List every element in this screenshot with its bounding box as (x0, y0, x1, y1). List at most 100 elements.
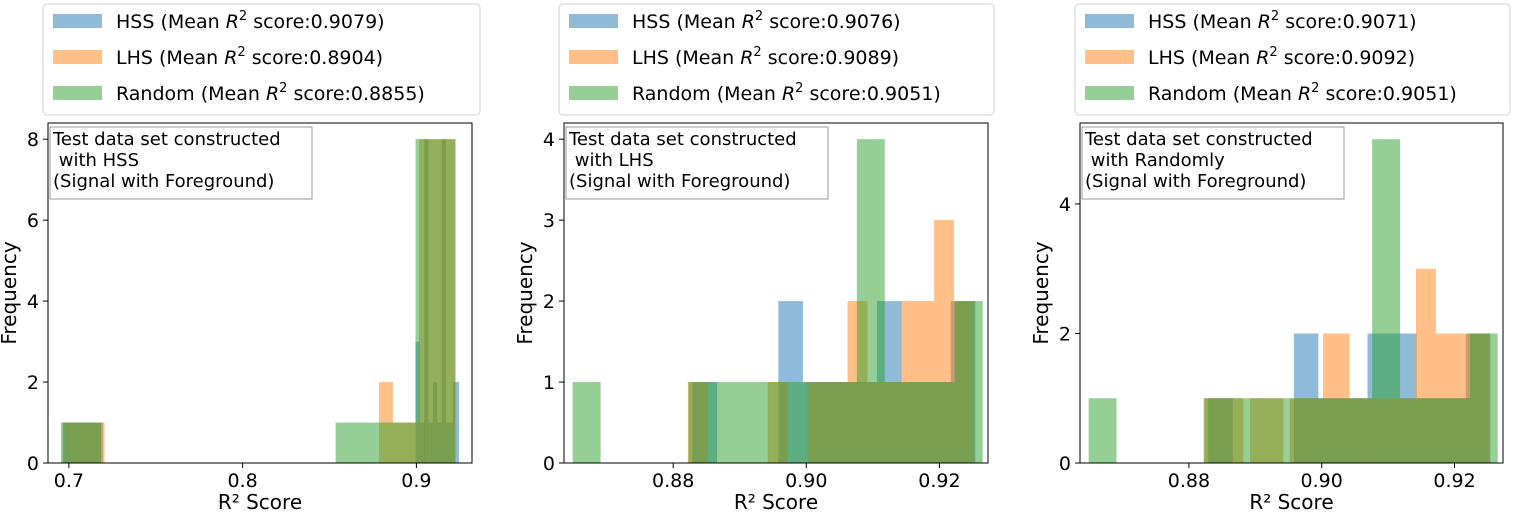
bar-random-7 (954, 301, 983, 463)
legend-text-close: ) (892, 47, 899, 69)
legend: HSS (Mean R2 score:0.9079)LHS (Mean R2 s… (42, 3, 481, 116)
legend-frame (558, 3, 995, 116)
legend-text-close: ) (377, 11, 384, 33)
annotation-line: with HSS (53, 150, 139, 171)
bar-random-3 (1287, 398, 1345, 463)
bar-random-6 (1400, 398, 1470, 463)
y-tick-label: 2 (27, 372, 39, 394)
legend-score-value: 0.8904 (309, 47, 375, 69)
y-tick-label: 8 (27, 129, 39, 151)
x-tick-label: 0.8 (228, 470, 258, 492)
legend-text-sup: 2 (1269, 45, 1277, 60)
legend-text-r: R (1256, 47, 1269, 69)
y-tick-label: 6 (27, 210, 39, 232)
legend-entry-random: Random (Mean R2 score:0.8855) (116, 81, 425, 105)
annotation-line: Test data set constructed (568, 129, 797, 150)
y-tick-label: 4 (1059, 194, 1071, 216)
legend-entry-lhs: LHS (Mean R2 score:0.9092) (1148, 45, 1415, 69)
legend-text-mean: (Mean (1186, 11, 1257, 33)
legend-text-r: R (740, 47, 753, 69)
bars (61, 139, 459, 463)
legend-entry-random: Random (Mean R2 score:0.9051) (632, 81, 941, 105)
legend-text-mean: (Mean (154, 11, 225, 33)
annotation-frame (565, 126, 829, 200)
annotation-line: Test data set constructed (52, 129, 281, 150)
x-tick-label: 0.7 (54, 470, 84, 492)
legend-series-name: LHS (632, 47, 669, 69)
legend-entry-random: Random (Mean R2 score:0.9051) (1148, 81, 1457, 105)
legend-text-score-prefix: score: (1319, 83, 1383, 105)
y-tick-label: 3 (543, 210, 555, 232)
legend-frame (42, 3, 481, 116)
axes-frame (563, 122, 989, 464)
legend-text-score-prefix: score: (1278, 47, 1342, 69)
y-tick-label: 1 (543, 372, 555, 394)
legend-series-name: HSS (632, 11, 670, 33)
legend-entry-lhs: LHS (Mean R2 score:0.9089) (632, 45, 899, 69)
y-tick-label: 0 (1059, 453, 1071, 475)
legend-score-value: 0.9079 (311, 11, 377, 33)
legend-swatch-hss (1085, 14, 1134, 28)
bar-random-1 (335, 422, 376, 463)
legend-frame (1074, 3, 1511, 116)
x-tick-label: 0.9 (401, 470, 431, 492)
annotation-line: Test data set constructed (1084, 129, 1313, 150)
legend-swatch-random (1085, 86, 1134, 100)
legend-swatch-lhs (1085, 50, 1134, 64)
legend-text-r: R (1258, 11, 1271, 33)
bar-random-4 (829, 382, 857, 463)
legend-score-value: 0.8855 (351, 83, 417, 105)
x-axis-label: R² Score (1249, 490, 1333, 514)
annotation-box: Test data set constructed with HSS(Signa… (49, 126, 313, 200)
legend-swatch-random (569, 86, 618, 100)
legend-swatch-hss (569, 14, 618, 28)
y-axis-label: Frequency (513, 241, 537, 344)
annotation-frame (49, 126, 313, 200)
legend-series-name: Random (632, 83, 711, 105)
legend-text-close: ) (1449, 83, 1456, 105)
annotation-line: (Signal with Foreground) (569, 171, 790, 192)
legend-text-sup: 2 (279, 81, 287, 96)
annotation-frame (1081, 126, 1345, 200)
legend-score-value: 0.9051 (1383, 83, 1449, 105)
legend-series-name: Random (1148, 83, 1227, 105)
legend-text-sup: 2 (753, 45, 761, 60)
legend-series-name: HSS (116, 11, 154, 33)
legend-swatch-random (53, 86, 102, 100)
bar-random-4 (1344, 398, 1373, 463)
legend-text-sup: 2 (1311, 81, 1319, 96)
axes-frame (1079, 122, 1504, 464)
legend-entry-hss: HSS (Mean R2 score:0.9079) (116, 9, 385, 33)
y-tick-label: 4 (27, 291, 39, 313)
legend-text-mean: (Mean (670, 11, 741, 33)
y-tick-label: 0 (543, 453, 555, 475)
legend-score-value: 0.9092 (1341, 47, 1407, 69)
chart-panel-1: 0.7 0.8 0.9 0 2 4 6 8 R² Score Frequency Test data… (0, 3, 481, 514)
x-tick-label: 0.92 (1433, 470, 1475, 492)
legend-text-r: R (226, 11, 239, 33)
legend-swatch-lhs (569, 50, 618, 64)
legend-text-mean: (Mean (153, 47, 224, 69)
legend-text-sup: 2 (239, 9, 247, 24)
legend-text-r: R (1298, 83, 1311, 105)
legend-swatch-hss (53, 14, 102, 28)
legend-score-value: 0.9051 (867, 83, 933, 105)
x-tick-label: 0.92 (918, 470, 960, 492)
legend-entry-hss: HSS (Mean R2 score:0.9076) (632, 9, 901, 33)
legend-text-close: ) (1409, 11, 1416, 33)
bar-random-2 (1232, 398, 1288, 463)
legend-text-close: ) (417, 83, 424, 105)
legend-text-mean: (Mean (1227, 83, 1298, 105)
legend-text-sup: 2 (1271, 9, 1279, 24)
legend-text-mean: (Mean (1185, 47, 1256, 69)
legend-text-sup: 2 (237, 45, 245, 60)
legend-text-close: ) (893, 11, 900, 33)
bar-random-7 (1469, 333, 1498, 463)
legend-text-close: ) (1408, 47, 1415, 69)
chart-panel-2: 0.88 0.90 0.92 0 1 2 3 4 R² Score Frequency Test d… (513, 3, 995, 514)
bar-random-2 (716, 382, 772, 463)
legend-text-score-prefix: score: (246, 47, 310, 69)
legend: HSS (Mean R2 score:0.9071)LHS (Mean R2 s… (1074, 3, 1511, 116)
legend-text-mean: (Mean (669, 47, 740, 69)
